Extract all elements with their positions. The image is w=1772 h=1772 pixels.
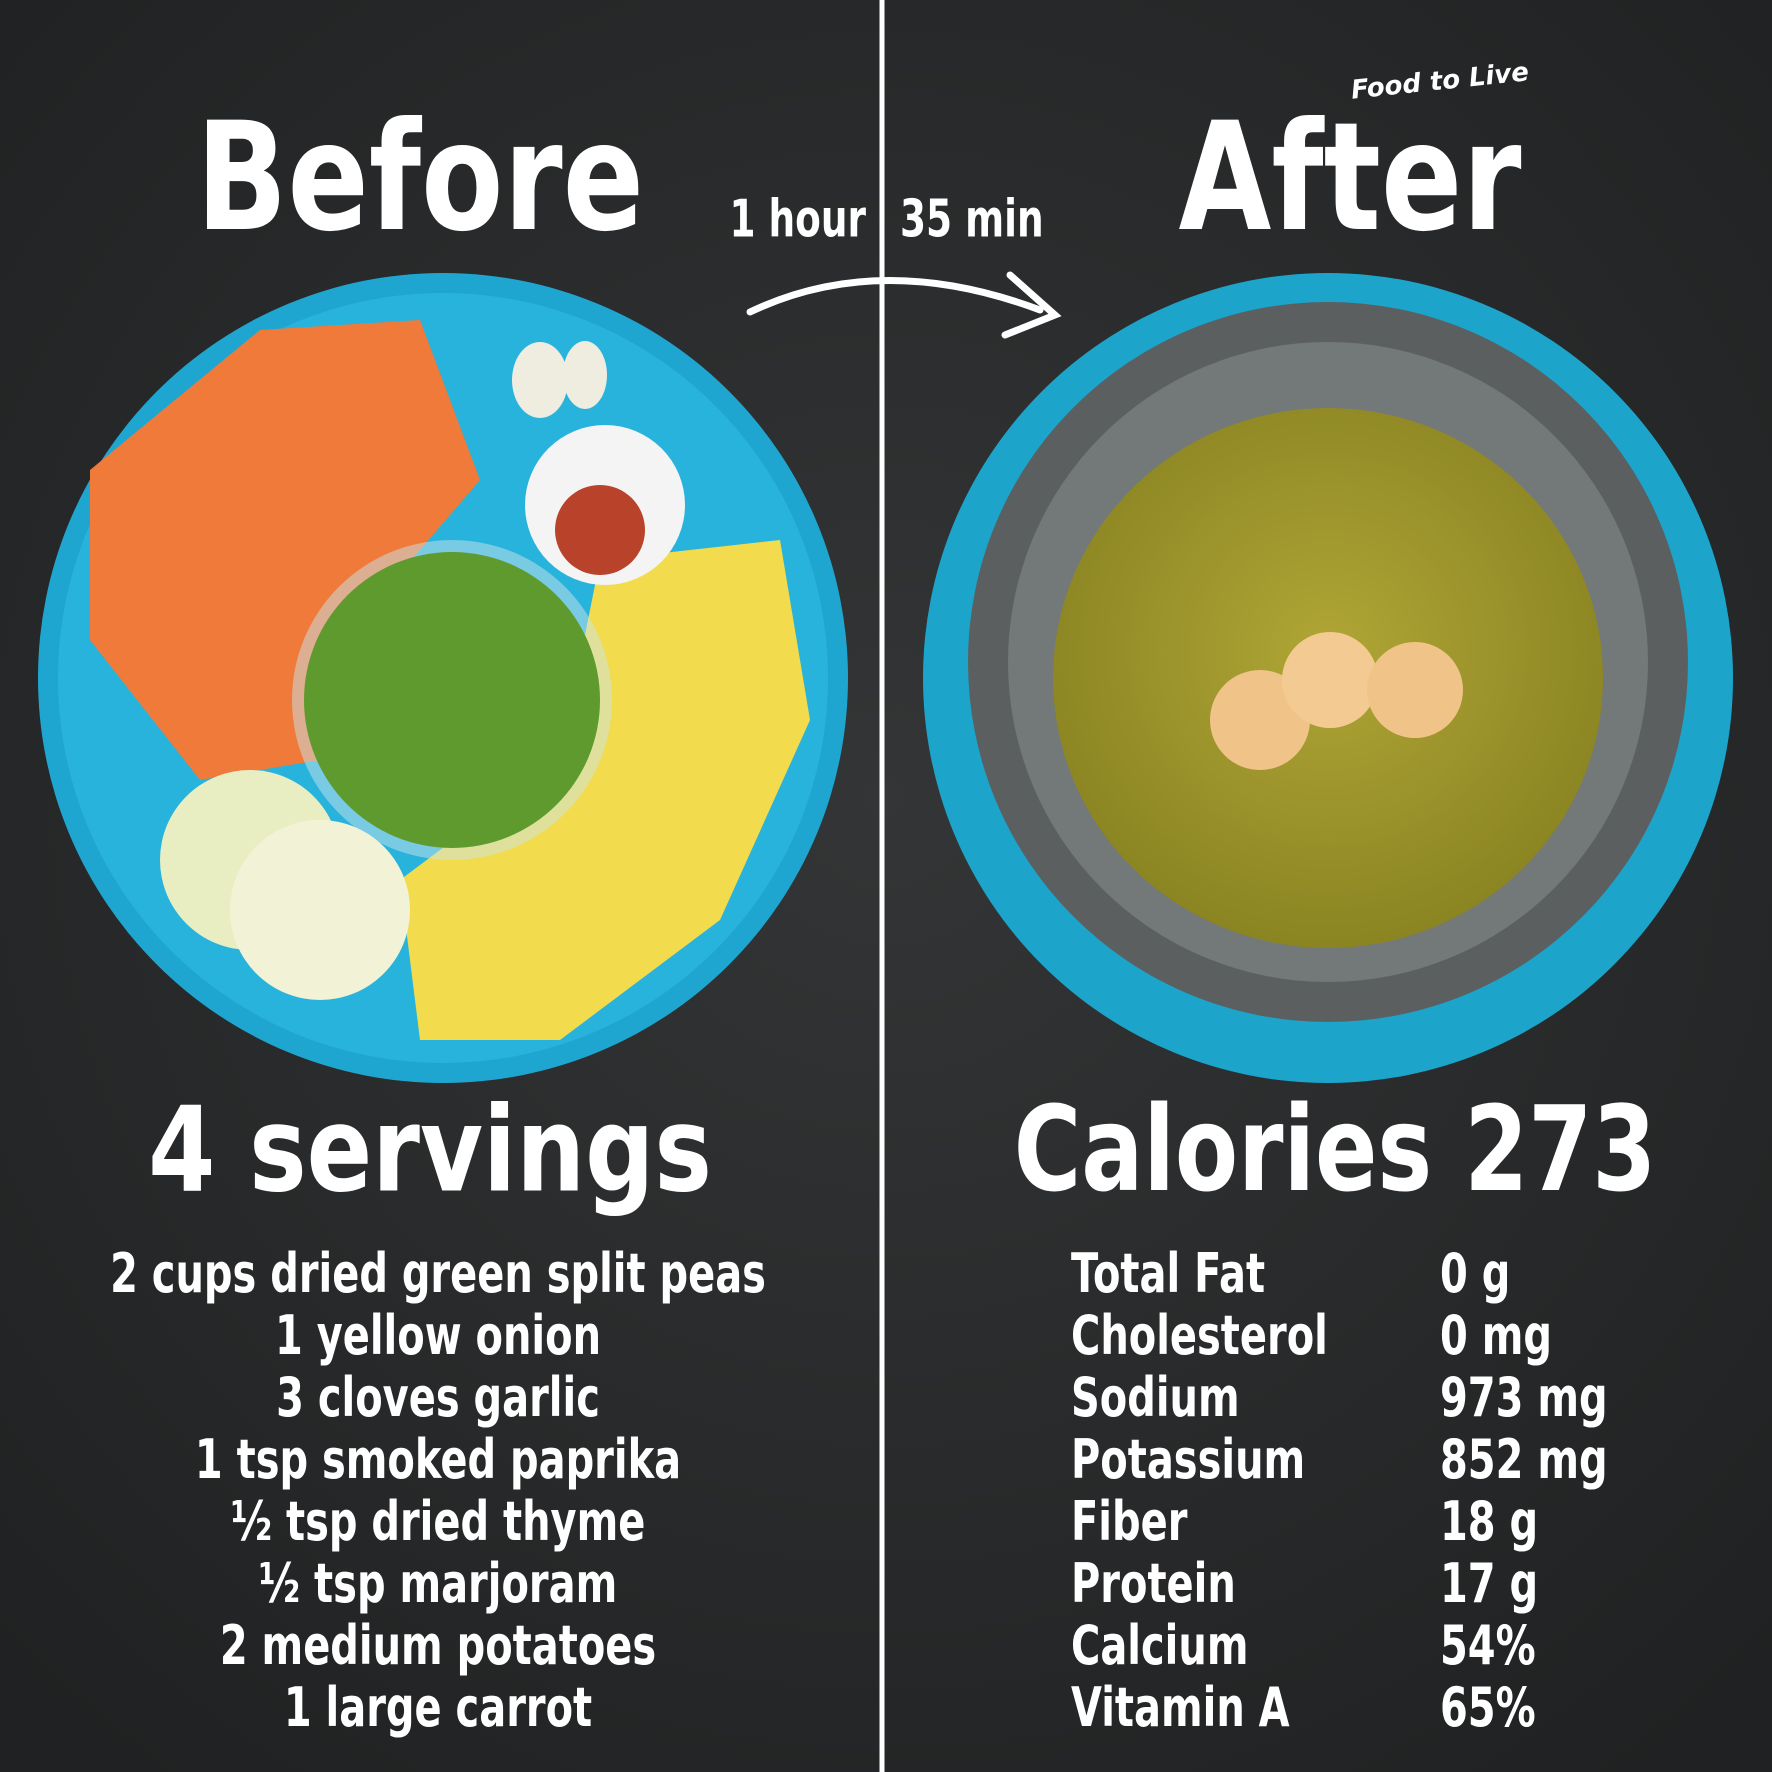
nutrient-name: Potassium bbox=[1071, 1429, 1305, 1492]
ingredient-wrap: ½ tsp dried thyme bbox=[231, 1491, 646, 1554]
nutrient-amount-wrap: 852 mg bbox=[1440, 1429, 1608, 1492]
nutrient-name: Calcium bbox=[1071, 1615, 1248, 1678]
nutrient-amount: 0 mg bbox=[1440, 1305, 1552, 1368]
arrow bbox=[746, 277, 1044, 316]
nutrient-amount-wrap: 0 g bbox=[1440, 1243, 1510, 1306]
nutrient-name-wrap: Vitamin A bbox=[1071, 1677, 1290, 1740]
ingredient-wrap: 2 medium potatoes bbox=[220, 1615, 656, 1678]
ingredient: 1 tsp smoked paprika bbox=[195, 1429, 681, 1492]
nutrient-name-wrap: Fiber bbox=[1071, 1491, 1188, 1554]
servings: 4 servings bbox=[148, 1082, 712, 1219]
time-hours: 1 hour bbox=[729, 188, 866, 249]
ingredient-wrap: 1 yellow onion bbox=[275, 1305, 601, 1368]
nutrient-name-wrap: Protein bbox=[1071, 1553, 1236, 1616]
nutrient-name: Fiber bbox=[1071, 1491, 1188, 1554]
ingredient-wrap: 1 large carrot bbox=[284, 1677, 592, 1740]
ingredient: 2 cups dried green split peas bbox=[110, 1243, 766, 1306]
nutrient-name-wrap: Calcium bbox=[1071, 1615, 1248, 1678]
nutrient-name-wrap: Potassium bbox=[1071, 1429, 1305, 1492]
nutrient-name: Total Fat bbox=[1071, 1243, 1265, 1306]
nutrient-name-wrap: Cholesterol bbox=[1071, 1305, 1328, 1368]
ingredient: 1 yellow onion bbox=[275, 1305, 601, 1368]
nutrient-name-wrap: Total Fat bbox=[1071, 1243, 1265, 1306]
nutrient-amount: 973 mg bbox=[1440, 1367, 1608, 1430]
arrow-head bbox=[1001, 271, 1062, 339]
calories: Calories 273 bbox=[1014, 1081, 1657, 1218]
ingredient-wrap: 3 cloves garlic bbox=[276, 1367, 600, 1430]
before-title: Before bbox=[196, 91, 644, 265]
ingredient: 1 large carrot bbox=[284, 1677, 592, 1740]
nutrient-amount-wrap: 0 mg bbox=[1440, 1305, 1552, 1368]
ingredients-plate bbox=[38, 273, 848, 1083]
ingredient-wrap: 2 cups dried green split peas bbox=[110, 1243, 766, 1306]
nutrient-amount: 54% bbox=[1440, 1615, 1536, 1678]
nutrient-name: Sodium bbox=[1071, 1367, 1240, 1430]
nutrient-amount-wrap: 18 g bbox=[1440, 1491, 1538, 1554]
ingredient: ½ tsp dried thyme bbox=[231, 1491, 646, 1554]
after-title: After bbox=[1178, 91, 1521, 265]
nutrient-amount: 0 g bbox=[1440, 1243, 1510, 1306]
nutrient-name-wrap: Sodium bbox=[1071, 1367, 1240, 1430]
nutrient-amount-wrap: 65% bbox=[1440, 1677, 1536, 1740]
nutrient-name: Vitamin A bbox=[1071, 1677, 1290, 1740]
nutrient-name: Protein bbox=[1071, 1553, 1236, 1616]
nutrient-amount-wrap: 17 g bbox=[1440, 1553, 1538, 1616]
soup-bowl bbox=[923, 273, 1733, 1083]
ingredient: 3 cloves garlic bbox=[276, 1367, 600, 1430]
ingredient: ½ tsp marjoram bbox=[259, 1553, 617, 1616]
ingredient: 2 medium potatoes bbox=[220, 1615, 656, 1678]
time-minutes: 35 min bbox=[900, 188, 1044, 249]
nutrient-amount: 18 g bbox=[1440, 1491, 1538, 1554]
nutrient-amount: 852 mg bbox=[1440, 1429, 1608, 1492]
nutrient-amount: 65% bbox=[1440, 1677, 1536, 1740]
nutrient-name: Cholesterol bbox=[1071, 1305, 1328, 1368]
nutrient-amount-wrap: 973 mg bbox=[1440, 1367, 1608, 1430]
ingredient-wrap: ½ tsp marjoram bbox=[259, 1553, 617, 1616]
ingredient-wrap: 1 tsp smoked paprika bbox=[195, 1429, 681, 1492]
nutrient-amount-wrap: 54% bbox=[1440, 1615, 1536, 1678]
nutrient-amount: 17 g bbox=[1440, 1553, 1538, 1616]
